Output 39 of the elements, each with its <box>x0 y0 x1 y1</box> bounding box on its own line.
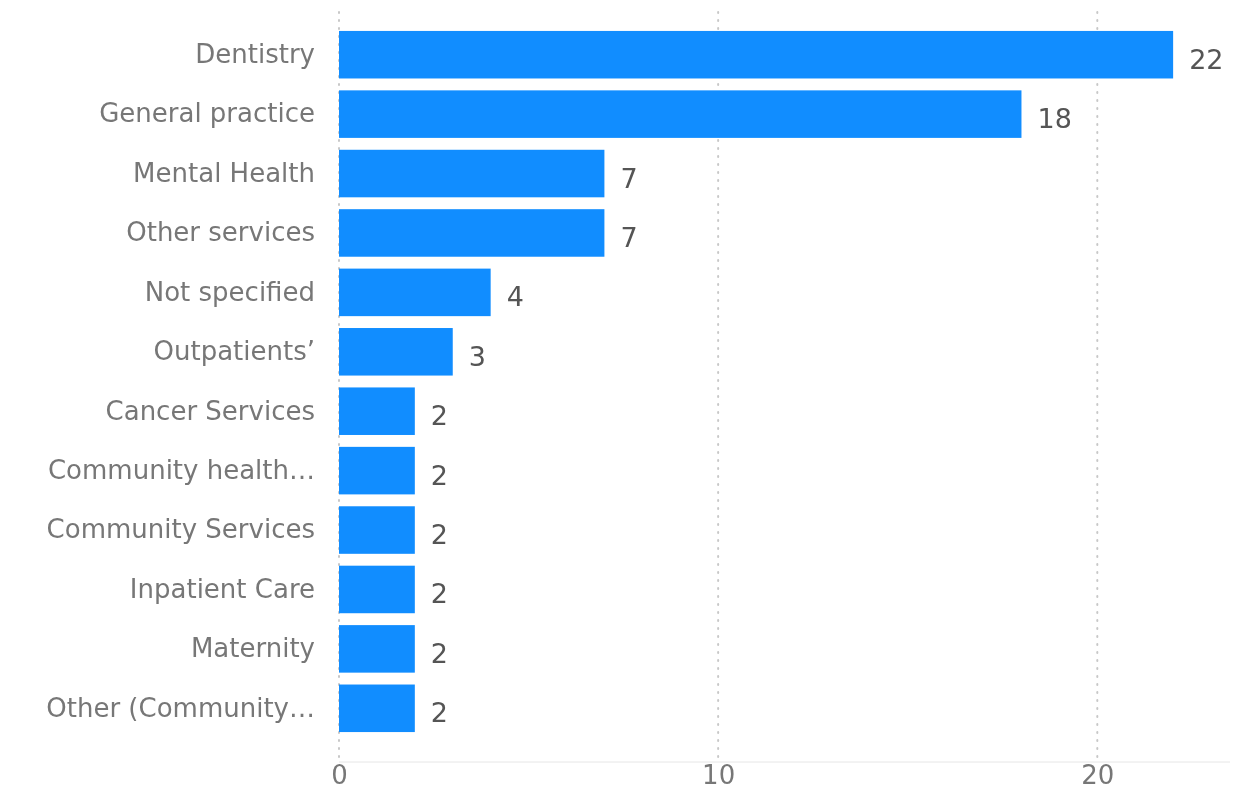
y-tick-label: Maternity <box>190 633 315 664</box>
bar <box>339 565 415 614</box>
y-tick-label: Inpatient Care <box>129 573 315 604</box>
data-label: 18 <box>1037 103 1072 135</box>
y-tick-label: Community Services <box>46 514 315 545</box>
data-label: 2 <box>430 400 449 432</box>
y-tick-label: Not specified <box>144 276 315 307</box>
data-label: 7 <box>620 221 638 253</box>
data-label: 2 <box>430 578 449 610</box>
x-tick-label: 10 <box>702 760 736 791</box>
x-tick-label: 20 <box>1081 760 1115 791</box>
bar <box>339 328 453 376</box>
data-label: 2 <box>430 637 449 669</box>
y-tick-label: General practice <box>99 98 315 129</box>
y-tick-label: Cancer Services <box>105 395 315 426</box>
bar <box>339 684 415 733</box>
y-tick-label: Outpatients’ <box>153 336 315 367</box>
y-tick-label: Other (Community… <box>46 692 315 723</box>
data-label: 4 <box>506 281 524 313</box>
y-tick-label: Dentistry <box>195 39 315 70</box>
data-label: 2 <box>430 697 449 729</box>
bar <box>339 625 415 673</box>
x-tick-label: 0 <box>331 760 348 791</box>
data-label: 22 <box>1189 43 1224 75</box>
bar <box>339 149 605 198</box>
bar <box>339 30 1174 79</box>
bar <box>339 387 415 435</box>
y-tick-label: Other services <box>126 217 315 248</box>
data-label: 2 <box>430 459 449 491</box>
y-tick-label: Mental Health <box>133 157 315 188</box>
bar <box>339 446 415 495</box>
bar <box>339 209 605 257</box>
data-label: 7 <box>620 162 638 194</box>
bar <box>339 268 491 317</box>
bar <box>339 506 415 554</box>
data-label: 3 <box>468 340 486 372</box>
y-tick-label: Community health… <box>47 454 315 485</box>
data-label: 2 <box>430 519 449 551</box>
bar <box>339 90 1022 138</box>
